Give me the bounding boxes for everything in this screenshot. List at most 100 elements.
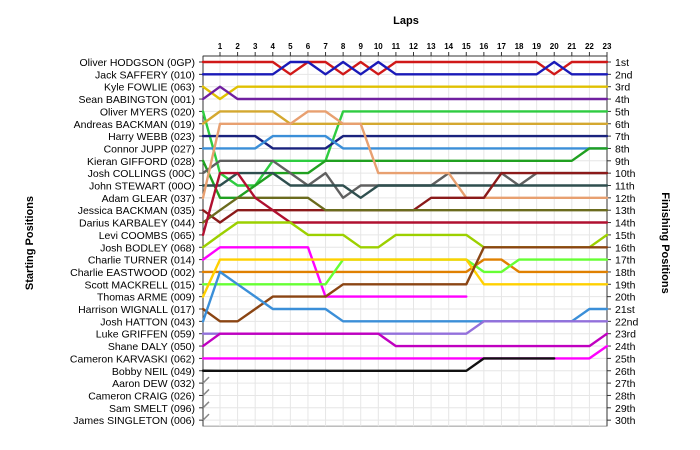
driver-label: Josh COLLINGS (00C) — [88, 168, 195, 180]
finish-label: 26th — [615, 366, 636, 378]
series-line — [201, 246, 468, 298]
series-stub — [202, 376, 210, 384]
lap-label: 6 — [306, 42, 311, 51]
x-axis-title: Laps — [393, 15, 419, 27]
driver-label: Thomas ARME (009) — [97, 292, 195, 304]
lap-label: 13 — [427, 42, 436, 51]
driver-label: Cameron KARVASKI (062) — [70, 353, 195, 365]
finish-label: 2nd — [615, 69, 633, 81]
finish-label: 22nd — [615, 316, 639, 328]
series-stub — [202, 401, 210, 409]
series-lines — [201, 60, 609, 421]
series-line — [201, 110, 609, 200]
driver-label: Kyle FOWLIE (063) — [104, 82, 195, 94]
series-line — [201, 85, 609, 101]
finish-label: 30th — [615, 415, 636, 427]
series-line — [201, 147, 609, 199]
driver-label: Sean BABINGTON (001) — [78, 94, 195, 106]
driver-label: Scott MACKRELL (015) — [85, 279, 196, 291]
series-line — [201, 85, 609, 101]
finish-label: 17th — [615, 255, 636, 267]
driver-label: Luke GRIFFEN (059) — [96, 329, 195, 341]
driver-labels: Oliver HODGSON (0GP)Jack SAFFERY (010)Ky… — [70, 57, 195, 427]
lap-label: 10 — [374, 42, 383, 51]
lap-label: 9 — [359, 42, 364, 51]
lap-labels: 1 2 3 4 5 6 7 8 9 10 11 12 13 14 15 16 17 18 19 20 21 22 23 — [218, 42, 612, 51]
driver-label: Charlie TURNER (014) — [88, 255, 195, 267]
finish-label: 18th — [615, 267, 636, 279]
lap-label: 8 — [341, 42, 346, 51]
finish-label: 15th — [615, 230, 636, 242]
driver-label: Josh BODLEY (068) — [100, 242, 195, 254]
plot-area — [202, 55, 608, 427]
series-line — [201, 171, 609, 237]
driver-label: Adam GLEAR (037) — [102, 193, 195, 205]
series-line — [201, 134, 609, 150]
finish-label: 1st — [615, 57, 629, 69]
driver-label: Cameron CRAIG (026) — [88, 390, 195, 402]
lap-label: 1 — [218, 42, 223, 51]
series-stub — [202, 413, 210, 421]
finish-label: 27th — [615, 378, 636, 390]
lap-label: 18 — [515, 42, 524, 51]
finish-label: 4th — [615, 94, 630, 106]
driver-label: John STEWART (00O) — [89, 181, 195, 193]
finish-label: 5th — [615, 106, 630, 118]
finish-label: 13th — [615, 205, 636, 217]
driver-label: Jessica BACKMAN (035) — [78, 205, 195, 217]
finish-label: 25th — [615, 353, 636, 365]
driver-label: Connor JUPP (027) — [104, 143, 195, 155]
lap-label: 15 — [462, 42, 471, 51]
series-line — [201, 134, 609, 150]
finish-label: 7th — [615, 131, 630, 143]
finish-label: 24th — [615, 341, 636, 353]
finish-label: 21st — [615, 304, 635, 316]
y-axis-title-right: Finishing Positions — [659, 192, 671, 293]
finish-label: 6th — [615, 119, 630, 131]
series-stub — [202, 388, 210, 396]
driver-label: Harrison WIGNALL (017) — [78, 304, 195, 316]
lap-label: 7 — [323, 42, 328, 51]
driver-label: Kieran GIFFORD (028) — [87, 156, 195, 168]
finish-label: 14th — [615, 218, 636, 230]
lap-label: 14 — [444, 42, 453, 51]
series-line — [201, 258, 609, 274]
lap-label: 17 — [497, 42, 506, 51]
series-line — [201, 110, 609, 125]
finish-label: 23rd — [615, 329, 636, 341]
lap-label: 3 — [253, 42, 258, 51]
lap-label: 4 — [271, 42, 276, 51]
driver-label: Sam SMELT (096) — [109, 403, 195, 415]
series-line — [201, 332, 609, 348]
lap-label: 22 — [585, 42, 594, 51]
lap-label: 12 — [409, 42, 418, 51]
finish-label: 11th — [615, 181, 635, 193]
lap-label: 23 — [603, 42, 612, 51]
y-axis-title-left: Starting Positions — [24, 196, 36, 290]
series-line — [201, 196, 609, 224]
finish-label: 12th — [615, 193, 636, 205]
finish-label: 16th — [615, 242, 636, 254]
lap-label: 2 — [235, 42, 240, 51]
driver-label: Charlie EASTWOOD (002) — [70, 267, 195, 279]
series-line — [201, 171, 609, 199]
lap-label: 16 — [479, 42, 488, 51]
driver-label: Darius KARBALEY (044) — [79, 218, 195, 230]
lap-label: 19 — [532, 42, 541, 51]
finish-label: 29th — [615, 403, 636, 415]
driver-label: James SINGLETON (006) — [73, 415, 195, 427]
series-line — [201, 258, 609, 298]
series-line — [201, 110, 609, 187]
lap-label: 21 — [567, 42, 576, 51]
driver-label: Bobby NEIL (049) — [112, 366, 195, 378]
driver-label: Aaron DEW (032) — [112, 378, 195, 390]
driver-label: Josh HATTON (043) — [100, 316, 195, 328]
driver-label: Andreas BACKMAN (019) — [74, 119, 195, 131]
finish-label: 19th — [615, 279, 636, 291]
finish-label: 28th — [615, 390, 636, 402]
finish-label: 8th — [615, 143, 630, 155]
finish-labels: 1st2nd3rd4th5th6th7th8th9th10th11th12th1… — [615, 57, 639, 427]
finish-label: 3rd — [615, 82, 630, 94]
series-line — [201, 246, 609, 323]
